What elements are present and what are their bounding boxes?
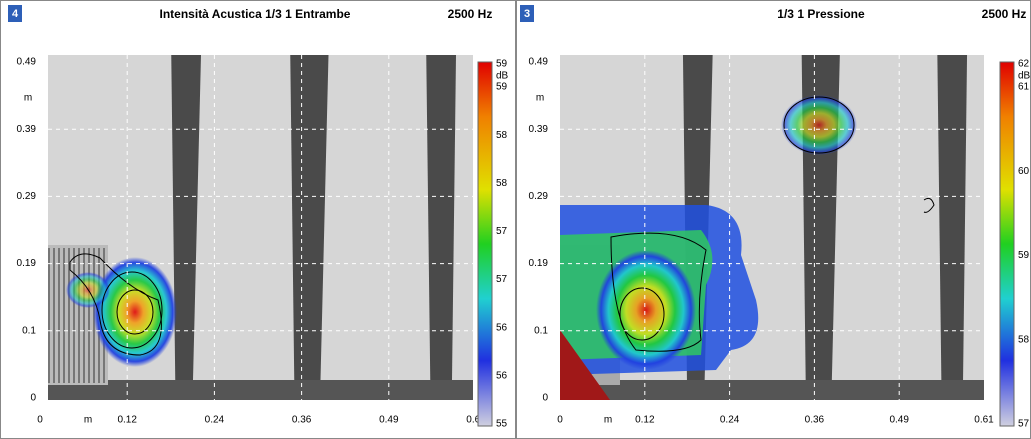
x-tick-label: 0.24 <box>720 415 740 426</box>
y-tick-label: 0.29 <box>17 191 37 202</box>
x-tick-label: 0.61 <box>466 415 486 426</box>
x-tick-label: 0.36 <box>292 415 312 426</box>
radiator-fin <box>88 248 90 383</box>
y-tick-label: 0.1 <box>534 325 548 336</box>
y-tick-label: 0.19 <box>529 258 549 269</box>
y-tick-label: 0.49 <box>17 57 37 68</box>
colorbar-unit: dB <box>1018 71 1031 82</box>
y-unit: m <box>24 93 32 104</box>
contour <box>783 96 855 154</box>
contour <box>619 287 665 341</box>
colorbar-label: 58 <box>1018 334 1030 345</box>
x-tick-label: 0 <box>557 415 563 426</box>
contour <box>69 253 162 356</box>
window-frame <box>937 55 968 400</box>
radiator-fin <box>63 248 65 383</box>
heat-region <box>560 330 610 400</box>
radiator-fin <box>78 248 80 383</box>
radiator-fin <box>73 248 75 383</box>
radiator-fin <box>68 248 70 383</box>
colorbar-label: 61 <box>1018 82 1030 93</box>
frequency: 2500 Hz <box>448 7 493 21</box>
camera-image <box>560 55 984 400</box>
camera-image <box>48 55 473 400</box>
colorbar-label: 55 <box>496 419 508 430</box>
hotspot <box>781 95 857 155</box>
x-tick-label: 0.12 <box>117 415 137 426</box>
colorbar-label: 62 <box>1018 59 1030 70</box>
colorbar <box>999 61 1015 427</box>
colorbar-label: 56 <box>496 322 508 333</box>
x-tick-label: 0 <box>37 415 43 426</box>
colorbar-label: 59 <box>1018 250 1030 261</box>
hotspot <box>93 257 177 367</box>
colorbar-label: 58 <box>496 130 508 141</box>
y-tick-label: 0.29 <box>529 191 549 202</box>
y-tick-label: 0.39 <box>529 124 549 135</box>
radiator-fin <box>48 248 50 383</box>
window-frame <box>171 55 201 400</box>
y-tick-label: 0 <box>30 393 36 404</box>
hotspot <box>596 250 696 370</box>
y-tick-label: 0.39 <box>17 124 37 135</box>
y-tick-label: 0.1 <box>22 325 36 336</box>
colorbar-unit: dB <box>496 71 509 82</box>
x-unit: m <box>84 415 92 426</box>
y-unit: m <box>536 93 544 104</box>
y-tick-label: 0.19 <box>17 258 37 269</box>
colorbar-label: 58 <box>496 178 508 189</box>
y-tick-label: 0.49 <box>529 57 549 68</box>
floor <box>48 380 473 400</box>
contour <box>923 197 935 213</box>
badge-box <box>520 5 534 22</box>
panel: 3 1/3 1 Pressione 2500 Hz 0 0.12 0.24 0.36 0.49… <box>516 0 1031 439</box>
x-tick-label: 0.12 <box>635 415 655 426</box>
colorbar-label: 56 <box>496 370 508 381</box>
radiator-fin <box>53 248 55 383</box>
radiator-fin <box>58 248 60 383</box>
contour <box>610 232 707 352</box>
colorbar-label: 57 <box>496 226 508 237</box>
x-unit: m <box>604 415 612 426</box>
window-frame <box>290 55 329 400</box>
window-frame <box>426 55 456 400</box>
panel-title: Intensità Acustica 1/3 1 Entrambe <box>160 7 351 21</box>
radiator-fin <box>83 248 85 383</box>
contour <box>101 271 163 349</box>
colorbar-label: 57 <box>1018 419 1030 430</box>
badge-number: 3 <box>524 8 530 20</box>
contour <box>116 289 154 335</box>
x-tick-label: 0.61 <box>974 415 994 426</box>
floor <box>560 380 984 400</box>
panel: 4 Intensità Acustica 1/3 1 Entrambe 2500 H… <box>0 0 516 439</box>
colorbar-label: 57 <box>496 274 508 285</box>
badge-number: 4 <box>12 8 19 20</box>
panel-title: 1/3 1 Pressione <box>777 7 865 21</box>
colorbar-label: 60 <box>1018 166 1030 177</box>
x-tick-label: 0.24 <box>205 415 225 426</box>
x-tick-label: 0.36 <box>805 415 825 426</box>
badge-box <box>8 5 22 22</box>
frequency: 2500 Hz <box>982 7 1027 21</box>
colorbar <box>477 61 493 427</box>
x-tick-label: 0.49 <box>889 415 909 426</box>
x-tick-label: 0.49 <box>379 415 399 426</box>
y-tick-label: 0 <box>542 393 548 404</box>
colorbar-label: 59 <box>496 59 508 70</box>
colorbar-label: 59 <box>496 82 508 93</box>
